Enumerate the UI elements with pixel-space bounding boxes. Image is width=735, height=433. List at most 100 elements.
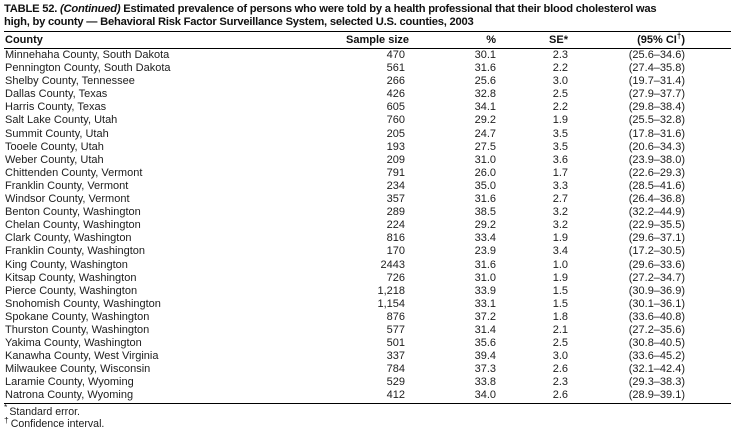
cell-sample-size: 289 bbox=[386, 206, 405, 219]
cell-se: 2.3 bbox=[552, 376, 568, 389]
cell-spacer bbox=[696, 219, 731, 232]
cell-ci: (32.2–44.9) bbox=[628, 206, 685, 219]
cell-spacer bbox=[696, 272, 731, 285]
cell-ci: (27.2–34.7) bbox=[628, 271, 685, 284]
footnotes: * Standard error. † Confidence interval. bbox=[4, 403, 731, 431]
cell-sample-size: 501 bbox=[386, 337, 405, 350]
cell-spacer bbox=[696, 206, 731, 219]
table-body: Minnehaha County, South Dakota 470 30.1 … bbox=[4, 49, 731, 404]
cell-county: Franklin County, Washington bbox=[5, 245, 146, 258]
cell-sample-size: 605 bbox=[386, 101, 405, 114]
cell-county: Harris County, Texas bbox=[5, 101, 107, 114]
cell-county: Chittenden County, Vermont bbox=[5, 166, 143, 179]
cell-percent: 29.2 bbox=[474, 114, 496, 127]
cell-county: Weber County, Utah bbox=[5, 153, 104, 166]
column-header-spacer bbox=[696, 32, 731, 49]
cell-se: 2.2 bbox=[552, 101, 568, 114]
table-row: Yakima County, Washington 501 35.6 2.5 (… bbox=[4, 337, 731, 350]
cell-sample-size: 529 bbox=[386, 376, 405, 389]
cell-percent: 37.3 bbox=[474, 363, 496, 376]
cell-spacer bbox=[696, 311, 731, 324]
cell-county: Kanawha County, West Virginia bbox=[5, 350, 159, 363]
cell-sample-size: 193 bbox=[386, 140, 405, 153]
cell-sample-size: 2443 bbox=[380, 258, 405, 271]
cell-se: 1.5 bbox=[552, 297, 568, 310]
cell-ci: (17.2–30.5) bbox=[628, 245, 685, 258]
table-row: Salt Lake County, Utah 760 29.2 1.9 (25.… bbox=[4, 114, 731, 127]
table-row: Benton County, Washington 289 38.5 3.2 (… bbox=[4, 206, 731, 219]
cell-ci: (29.6–37.1) bbox=[628, 232, 685, 245]
cell-sample-size: 412 bbox=[386, 389, 405, 402]
cell-sample-size: 816 bbox=[386, 232, 405, 245]
cell-county: Thurston County, Washington bbox=[5, 323, 150, 336]
cell-county: Windsor County, Vermont bbox=[5, 193, 130, 206]
cell-sample-size: 784 bbox=[386, 363, 405, 376]
cell-ci: (23.9–38.0) bbox=[628, 153, 685, 166]
cell-se: 3.5 bbox=[552, 140, 568, 153]
table-row: Tooele County, Utah 193 27.5 3.5 (20.6–3… bbox=[4, 141, 731, 154]
cell-county: Kitsap County, Washington bbox=[5, 271, 137, 284]
cell-se: 1.7 bbox=[552, 166, 568, 179]
cell-sample-size: 726 bbox=[386, 271, 405, 284]
cell-se: 3.6 bbox=[552, 153, 568, 166]
table-row: King County, Washington 2443 31.6 1.0 (2… bbox=[4, 259, 731, 272]
cell-ci: (29.3–38.3) bbox=[628, 376, 685, 389]
cell-sample-size: 1,154 bbox=[377, 297, 405, 310]
table-row: Shelby County, Tennessee 266 25.6 3.0 (1… bbox=[4, 75, 731, 88]
cell-se: 1.9 bbox=[552, 232, 568, 245]
cell-county: Laramie County, Wyoming bbox=[5, 376, 134, 389]
cell-county: King County, Washington bbox=[5, 258, 128, 271]
cell-se: 2.5 bbox=[552, 337, 568, 350]
cell-percent: 33.4 bbox=[474, 232, 496, 245]
cell-spacer bbox=[696, 350, 731, 363]
cell-sample-size: 791 bbox=[386, 166, 405, 179]
continued-label: (Continued) bbox=[60, 3, 121, 15]
cell-se: 1.5 bbox=[552, 284, 568, 297]
cell-se: 2.2 bbox=[552, 62, 568, 75]
cell-se: 1.9 bbox=[552, 271, 568, 284]
cell-county: Salt Lake County, Utah bbox=[5, 114, 118, 127]
cell-se: 3.2 bbox=[552, 219, 568, 232]
table-row: Clark County, Washington 816 33.4 1.9 (2… bbox=[4, 232, 731, 245]
cell-ci: (28.5–41.6) bbox=[628, 179, 685, 192]
cell-sample-size: 470 bbox=[386, 49, 405, 61]
cell-county: Yakima County, Washington bbox=[5, 337, 142, 350]
cell-spacer bbox=[696, 285, 731, 298]
cell-ci: (19.7–31.4) bbox=[628, 75, 685, 88]
table-row: Kitsap County, Washington 726 31.0 1.9 (… bbox=[4, 272, 731, 285]
cell-spacer bbox=[696, 324, 731, 337]
cell-se: 2.6 bbox=[552, 389, 568, 402]
cell-ci: (22.9–35.5) bbox=[628, 219, 685, 232]
cell-ci: (27.4–35.8) bbox=[628, 62, 685, 75]
cell-spacer bbox=[696, 232, 731, 245]
table-row: Chelan County, Washington 224 29.2 3.2 (… bbox=[4, 219, 731, 232]
cell-sample-size: 876 bbox=[386, 310, 405, 323]
cell-percent: 35.6 bbox=[474, 337, 496, 350]
table-row: Franklin County, Vermont 234 35.0 3.3 (2… bbox=[4, 180, 731, 193]
cell-se: 1.9 bbox=[552, 114, 568, 127]
cell-ci: (28.9–39.1) bbox=[628, 389, 685, 402]
cell-sample-size: 426 bbox=[386, 88, 405, 101]
cell-sample-size: 266 bbox=[386, 75, 405, 88]
cell-percent: 31.0 bbox=[474, 271, 496, 284]
cell-ci: (30.8–40.5) bbox=[628, 337, 685, 350]
cell-percent: 23.9 bbox=[474, 245, 496, 258]
cell-spacer bbox=[696, 88, 731, 101]
cell-spacer bbox=[696, 389, 731, 403]
cell-spacer bbox=[696, 141, 731, 154]
cell-spacer bbox=[696, 180, 731, 193]
table-row: Summit County, Utah 205 24.7 3.5 (17.8–3… bbox=[4, 128, 731, 141]
table-number-label: TABLE 52. bbox=[4, 3, 58, 15]
dagger-marker: † bbox=[4, 414, 9, 425]
cell-spacer bbox=[696, 75, 731, 88]
cell-ci: (17.8–31.6) bbox=[628, 127, 685, 140]
cell-se: 3.3 bbox=[552, 179, 568, 192]
table-title-line1: TABLE 52. (Continued) Estimated prevalen… bbox=[4, 3, 731, 16]
ci-header-text: (95% CI bbox=[637, 34, 677, 46]
cell-se: 1.0 bbox=[552, 258, 568, 271]
cell-sample-size: 209 bbox=[386, 153, 405, 166]
table-title: TABLE 52. (Continued) Estimated prevalen… bbox=[4, 3, 731, 29]
cell-county: Shelby County, Tennessee bbox=[5, 75, 135, 88]
cell-spacer bbox=[696, 167, 731, 180]
